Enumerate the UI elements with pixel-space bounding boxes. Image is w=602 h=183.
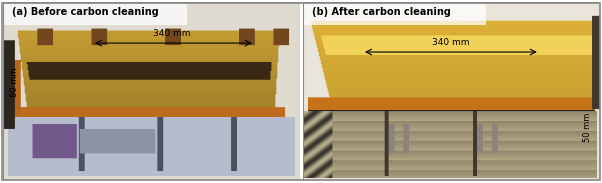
FancyBboxPatch shape	[303, 4, 486, 25]
Text: 340 mm: 340 mm	[432, 38, 470, 47]
Text: 340 mm: 340 mm	[153, 29, 191, 38]
Text: (a) Before carbon cleaning: (a) Before carbon cleaning	[12, 7, 159, 17]
FancyBboxPatch shape	[3, 4, 187, 25]
Text: 80 mm: 80 mm	[10, 68, 19, 97]
Text: (b) After carbon cleaning: (b) After carbon cleaning	[312, 7, 450, 17]
Text: 50 mm: 50 mm	[583, 113, 592, 142]
